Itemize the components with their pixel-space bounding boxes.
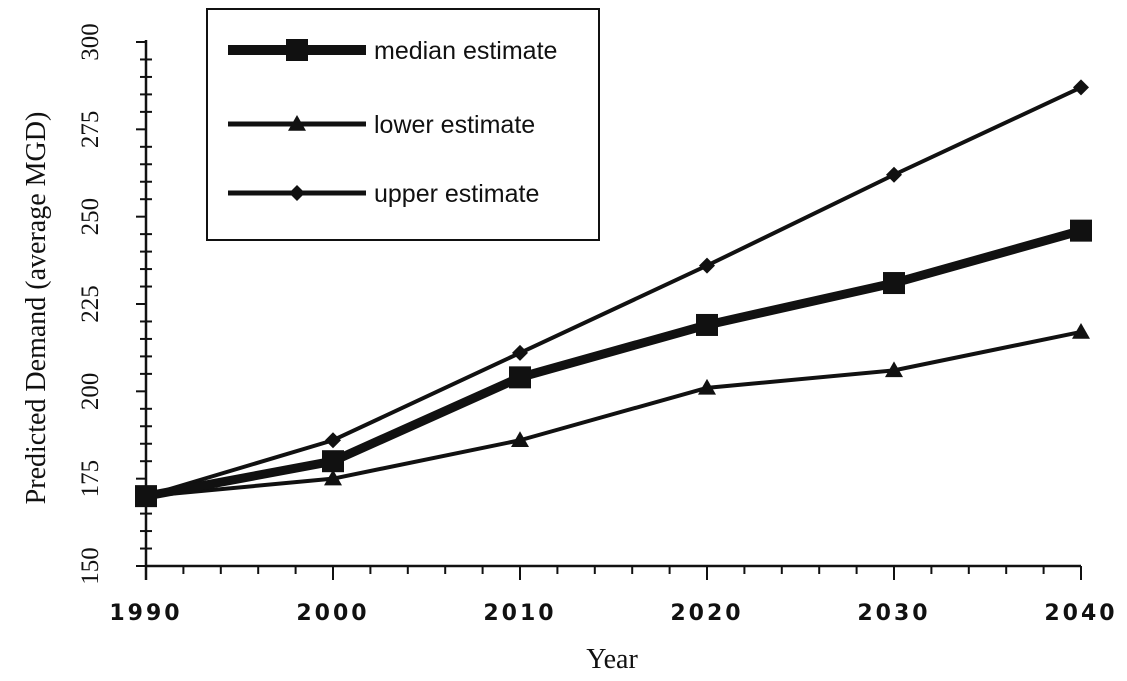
legend: median estimate lower estimate upper estim… xyxy=(206,8,600,241)
y-tick-label: 275 xyxy=(77,111,104,149)
x-tick-label: 2020 xyxy=(670,601,743,626)
y-tick-label: 250 xyxy=(77,198,104,236)
series-line-upper xyxy=(145,85,1082,499)
y-axis-title: Predicted Demand (average MGD) xyxy=(21,112,52,505)
y-tick-label: 225 xyxy=(77,285,104,323)
y-tick-label: 300 xyxy=(77,23,104,61)
x-tick-label: 2030 xyxy=(857,601,930,626)
y-tick-label: 150 xyxy=(77,547,104,585)
legend-label-median: median estimate xyxy=(374,37,557,65)
legend-label-upper: upper estimate xyxy=(374,180,539,208)
x-tick-label: 2000 xyxy=(296,601,369,626)
data-point-median xyxy=(322,450,344,473)
legend-marker-median xyxy=(286,39,308,61)
axis-titles: Year Predicted Demand (average MGD) xyxy=(21,112,638,675)
data-point-median xyxy=(696,313,718,336)
data-point-median xyxy=(1070,219,1092,242)
y-tick-label: 175 xyxy=(77,460,104,498)
legend-marker-lower xyxy=(288,115,306,131)
data-point-lower xyxy=(698,378,716,395)
x-tick-label: 1990 xyxy=(109,601,182,626)
legend-label-lower: lower estimate xyxy=(374,111,535,139)
data-point-lower xyxy=(324,469,342,486)
series-line-lower xyxy=(145,329,1082,499)
data-point-lower xyxy=(885,361,903,378)
series-line-median xyxy=(145,226,1083,501)
series-lines xyxy=(135,79,1092,508)
data-point-median xyxy=(135,485,157,508)
data-point-upper xyxy=(325,432,341,449)
x-tick-label: 2010 xyxy=(483,601,556,626)
x-tick-label: 2040 xyxy=(1044,601,1117,626)
legend-marker-upper xyxy=(289,185,305,201)
data-point-median xyxy=(883,272,905,295)
data-point-lower xyxy=(511,431,529,447)
data-point-median xyxy=(509,366,531,389)
data-point-upper xyxy=(1073,79,1089,96)
data-point-upper xyxy=(699,257,715,274)
axes: 1990 2000 2010 2020 2030 2040 150 175 200 225 250 2… xyxy=(77,23,1117,626)
y-tick-label: 200 xyxy=(77,373,104,411)
data-point-upper xyxy=(886,166,902,183)
data-point-upper xyxy=(512,344,528,361)
x-axis-title: Year xyxy=(586,644,638,675)
data-point-lower xyxy=(1072,322,1090,339)
